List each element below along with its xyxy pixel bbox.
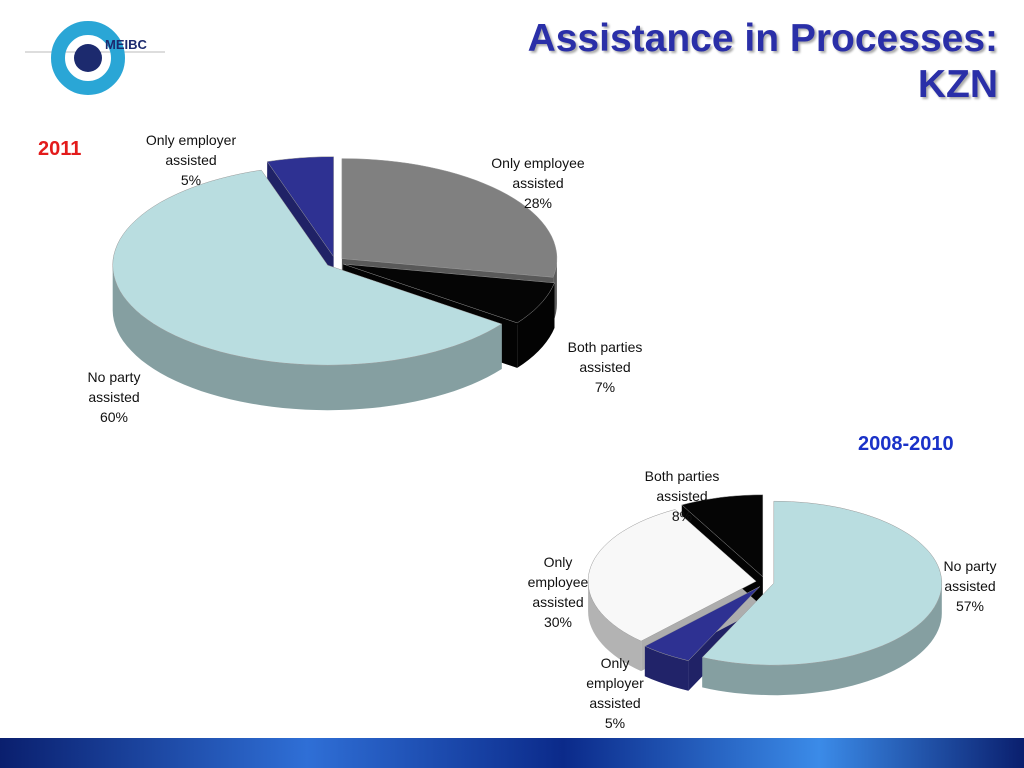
category-label: Both parties assisted xyxy=(644,468,720,504)
slice xyxy=(112,169,503,366)
slice xyxy=(681,494,764,578)
slice-side xyxy=(517,282,555,368)
slice-side-shade xyxy=(644,646,689,691)
slide-title: Assistance in Processes: KZN xyxy=(527,17,998,106)
value-label: 5% xyxy=(604,715,626,731)
value-label: 30% xyxy=(543,614,573,630)
logo-text: MEIBC xyxy=(105,37,147,52)
slice xyxy=(587,509,757,642)
value-label: 5% xyxy=(180,172,202,188)
category-label: Only employee assisted xyxy=(527,554,589,610)
slice xyxy=(644,586,761,661)
slice xyxy=(266,156,334,258)
slice-side xyxy=(588,581,642,672)
slice-side-shade xyxy=(588,581,642,672)
slice-side-shade xyxy=(517,282,555,368)
value-label: 57% xyxy=(955,598,985,614)
slice-label: No party assisted 57% xyxy=(930,556,1010,616)
chart-title: 2011 xyxy=(38,138,82,160)
logo-ring xyxy=(51,21,125,95)
slice-side-shade xyxy=(112,265,502,411)
slice-side xyxy=(112,265,502,411)
slice xyxy=(343,263,555,324)
value-label: 28% xyxy=(523,195,553,211)
category-label: Only employer assisted xyxy=(145,132,237,168)
category-label: Only employer assisted xyxy=(586,655,644,711)
chart-title: 2008-2010 xyxy=(858,433,954,455)
slice xyxy=(701,500,943,666)
category-label: No party assisted xyxy=(87,369,141,405)
slice-side xyxy=(702,583,942,696)
slice xyxy=(341,158,558,278)
value-label: 60% xyxy=(99,409,129,425)
slice-label: No party assisted 60% xyxy=(74,367,154,427)
slice-label: Both parties assisted 8% xyxy=(632,466,732,526)
slice-label: Only employee assisted 28% xyxy=(478,153,598,213)
slice-side-shade xyxy=(702,583,942,696)
slice-label: Only employer assisted 5% xyxy=(131,130,251,190)
slice-label: Only employer assisted 5% xyxy=(575,653,655,733)
footer-band xyxy=(0,738,1024,768)
slice-label: Both parties assisted 7% xyxy=(555,337,655,397)
category-label: Both parties assisted xyxy=(567,339,643,375)
slice-label: Only employee assisted 30% xyxy=(523,552,593,632)
category-label: Only employee assisted xyxy=(491,155,585,191)
category-label: No party assisted xyxy=(943,558,997,594)
slice-side xyxy=(644,646,689,691)
value-label: 7% xyxy=(594,379,616,395)
value-label: 8% xyxy=(671,508,693,524)
logo-core xyxy=(74,44,102,72)
